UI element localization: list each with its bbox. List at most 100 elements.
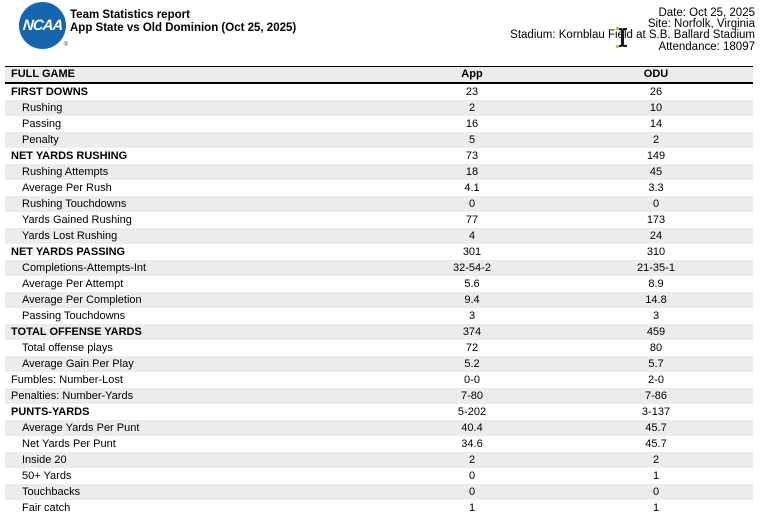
odu-value: 80 xyxy=(649,342,663,354)
table-row: TOTAL OFFENSE YARDS 374 459 xyxy=(5,324,753,340)
row-label: Completions-Attempts-Int xyxy=(22,262,147,274)
app-value: 0-0 xyxy=(464,374,480,386)
table-row: NET YARDS RUSHING 73 149 xyxy=(5,148,753,164)
row-label: Average Per Attempt xyxy=(22,278,124,290)
row-label: Rushing xyxy=(22,102,63,114)
app-value: 5.6 xyxy=(464,278,480,290)
app-value: 73 xyxy=(465,150,479,162)
odu-value: 45.7 xyxy=(645,422,667,434)
app-value: 72 xyxy=(465,342,479,354)
app-value: 3 xyxy=(468,310,476,322)
odu-value: 21-35-1 xyxy=(637,262,675,274)
table-row: Average Per Rush 4.1 3.3 xyxy=(5,180,753,196)
row-label: Rushing Touchdowns xyxy=(22,198,127,210)
odu-value: 1 xyxy=(652,470,660,482)
game-site: Site: Norfolk, Virginia xyxy=(647,18,755,31)
ncaa-logo-icon: NCAA ® xyxy=(19,2,68,49)
table-row: Average Per Completion 9.4 14.8 xyxy=(5,292,753,308)
app-value: 77 xyxy=(465,214,479,226)
odu-value: 2 xyxy=(652,454,660,466)
column-header-app: App xyxy=(461,68,483,80)
odu-value: 1 xyxy=(652,502,660,514)
row-label: Touchbacks xyxy=(22,486,81,498)
table-row: Rushing Touchdowns 0 0 xyxy=(5,196,753,212)
game-info-block: Date: Oct 25, 2025 Site: Norfolk, Virgin… xyxy=(510,7,755,53)
table-row: Average Per Attempt 5.6 8.9 xyxy=(5,276,753,292)
row-label: Average Yards Per Punt xyxy=(22,422,140,434)
table-row: Average Gain Per Play 5.2 5.7 xyxy=(5,356,753,372)
table-row: Rushing Attempts 18 45 xyxy=(5,164,753,180)
table-header-row: FULL GAME App ODU xyxy=(5,66,753,84)
odu-value: 310 xyxy=(646,246,666,258)
odu-value: 24 xyxy=(649,230,663,242)
app-value: 4 xyxy=(468,230,476,242)
table-row: Fair catch 1 1 xyxy=(5,500,753,515)
app-value: 0 xyxy=(468,198,476,210)
table-row: Net Yards Per Punt 34.6 45.7 xyxy=(5,436,753,452)
row-label: Penalties: Number-Yards xyxy=(11,390,134,402)
table-row: Completions-Attempts-Int 32-54-2 21-35-1 xyxy=(5,260,753,276)
table-row: Passing Touchdowns 3 3 xyxy=(5,308,753,324)
row-label: 50+ Yards xyxy=(22,470,72,482)
table-row: Rushing 2 10 xyxy=(5,100,753,116)
table-row: NET YARDS PASSING 301 310 xyxy=(5,244,753,260)
row-label: Yards Lost Rushing xyxy=(22,230,118,242)
stats-table: FULL GAME App ODU FIRST DOWNS 23 26 Rushing… xyxy=(5,66,753,515)
odu-value: 149 xyxy=(646,150,666,162)
app-value: 0 xyxy=(468,470,476,482)
table-row: Passing 16 14 xyxy=(5,116,753,132)
table-row: Touchbacks 0 0 xyxy=(5,484,753,500)
row-label: Passing xyxy=(22,118,62,130)
row-label: Penalty xyxy=(22,134,59,146)
app-value: 5.2 xyxy=(464,358,480,370)
table-row: 50+ Yards 0 1 xyxy=(5,468,753,484)
table-body: FIRST DOWNS 23 26 Rushing 2 10 Passing 16 14 Pena… xyxy=(5,84,753,515)
table-row: Penalties: Number-Yards 7-80 7-86 xyxy=(5,388,753,404)
app-value: 5-202 xyxy=(457,406,487,418)
table-row: Fumbles: Number-Lost 0-0 2-0 xyxy=(5,372,753,388)
odu-value: 14 xyxy=(649,118,663,130)
row-label: TOTAL OFFENSE YARDS xyxy=(11,326,142,338)
ncaa-logo-text: NCAA xyxy=(22,17,63,34)
app-value: 1 xyxy=(468,502,476,514)
odu-value: 3 xyxy=(652,310,660,322)
text-cursor-icon xyxy=(616,27,629,53)
row-label: Rushing Attempts xyxy=(22,166,109,178)
report-subtitle: App State vs Old Dominion (Oct 25, 2025) xyxy=(70,22,297,34)
app-value: 40.4 xyxy=(461,422,483,434)
odu-value: 3-137 xyxy=(641,406,671,418)
odu-value: 5.7 xyxy=(648,358,664,370)
odu-value: 45 xyxy=(649,166,663,178)
column-header-odu: ODU xyxy=(643,68,669,80)
odu-value: 0 xyxy=(652,198,660,210)
table-row: Penalty 5 2 xyxy=(5,132,753,148)
report-title: Team Statistics report xyxy=(70,9,190,21)
app-value: 32-54-2 xyxy=(453,262,491,274)
odu-value: 2 xyxy=(652,134,660,146)
table-row: Yards Lost Rushing 4 24 xyxy=(5,228,753,244)
odu-value: 8.9 xyxy=(648,278,664,290)
app-value: 5 xyxy=(468,134,476,146)
row-label: Average Per Rush xyxy=(22,182,112,194)
table-row: PUNTS-YARDS 5-202 3-137 xyxy=(5,404,753,420)
registered-trademark-mark: ® xyxy=(63,42,68,48)
app-value: 7-80 xyxy=(460,390,484,402)
odu-value: 45.7 xyxy=(645,438,667,450)
column-header-full-game: FULL GAME xyxy=(11,68,75,80)
app-value: 23 xyxy=(465,86,479,98)
row-label: Fumbles: Number-Lost xyxy=(11,374,123,386)
odu-value: 14.8 xyxy=(645,294,667,306)
odu-value: 26 xyxy=(649,86,663,98)
row-label: Net Yards Per Punt xyxy=(22,438,116,450)
odu-value: 173 xyxy=(646,214,666,226)
row-label: NET YARDS PASSING xyxy=(11,246,126,258)
row-label: Average Per Completion xyxy=(22,294,142,306)
report-title-block: Team Statistics report App State vs Old … xyxy=(70,9,296,35)
table-row: Yards Gained Rushing 77 173 xyxy=(5,212,753,228)
game-attendance: Attendance: 18097 xyxy=(658,40,755,53)
app-value: 0 xyxy=(468,486,476,498)
row-label: Yards Gained Rushing xyxy=(22,214,132,226)
row-label: Passing Touchdowns xyxy=(22,310,126,322)
odu-value: 0 xyxy=(652,486,660,498)
